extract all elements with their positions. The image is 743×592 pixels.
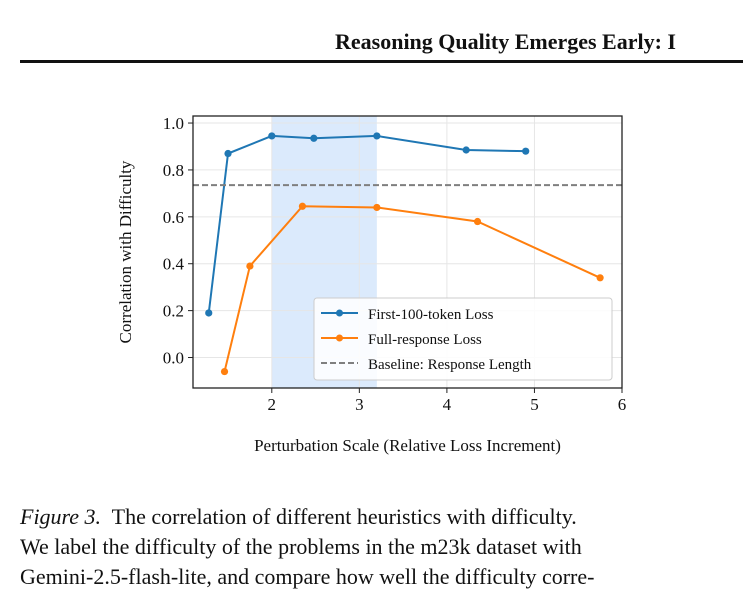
data-point-full-response-loss bbox=[246, 262, 254, 270]
legend-label-full-response-loss: Full-response Loss bbox=[368, 332, 482, 348]
caption-line-1-text: The correlation of different heuristics … bbox=[111, 504, 577, 529]
x-tick-label: 3 bbox=[355, 395, 364, 414]
legend-box bbox=[313, 297, 613, 381]
data-point-first-100-token-loss bbox=[205, 309, 213, 317]
legend-label-baseline-response-length: Baseline: Response Length bbox=[368, 357, 532, 373]
caption-figure-label: Figure 3. bbox=[20, 504, 102, 529]
legend-marker-first-100-token-loss bbox=[336, 309, 343, 317]
y-tick-label: 0.2 bbox=[163, 302, 184, 321]
data-point-full-response-loss bbox=[298, 202, 307, 210]
data-point-first-100-token-loss bbox=[268, 132, 276, 140]
legend: First-100-token Loss Full-response Loss … bbox=[313, 297, 613, 381]
y-tick-label: 0.8 bbox=[163, 161, 184, 180]
data-point-full-response-loss bbox=[596, 274, 604, 282]
legend-marker-full-response-loss bbox=[336, 334, 343, 342]
data-point-first-100-token-loss bbox=[224, 149, 232, 158]
x-axis-label: Perturbation Scale (Relative Loss Increm… bbox=[254, 436, 561, 455]
y-tick-label: 0.0 bbox=[163, 349, 184, 368]
x-tick-label: 6 bbox=[618, 395, 627, 414]
running-header-title: Reasoning Quality Emerges Early: I bbox=[335, 29, 676, 54]
data-point-first-100-token-loss bbox=[373, 132, 381, 140]
data-point-first-100-token-loss bbox=[522, 147, 530, 155]
data-point-full-response-loss bbox=[220, 367, 229, 376]
x-tick-label: 2 bbox=[268, 395, 277, 414]
x-tick-label: 5 bbox=[530, 395, 539, 414]
y-tick-label: 0.6 bbox=[163, 208, 184, 227]
legend-entry-full-response-loss: Full-response Loss bbox=[321, 332, 482, 348]
caption-line-2: We label the difficulty of the problems … bbox=[20, 534, 582, 559]
caption-line-3: Gemini-2.5-flash-lite, and compare how w… bbox=[20, 564, 595, 589]
data-point-first-100-token-loss bbox=[310, 134, 318, 142]
figure-caption: Figure 3. The correlation of different h… bbox=[20, 502, 725, 592]
legend-entry-baseline-response-length: Baseline: Response Length bbox=[321, 357, 532, 373]
tick-layer: 2 3 4 5 6 0.0 0.2 0.4 0.6 0.8 1.0 bbox=[163, 114, 627, 414]
series-layer bbox=[193, 132, 622, 376]
y-tick-label: 0.4 bbox=[163, 255, 185, 274]
caption-line-1: Figure 3. The correlation of different h… bbox=[20, 502, 725, 532]
legend-entry-first-100-token-loss: First-100-token Loss bbox=[321, 307, 494, 323]
correlation-chart: 2 3 4 5 6 0.0 0.2 0.4 0.6 0.8 1.0 Perturbation Sca… bbox=[116, 114, 627, 455]
header-rule bbox=[20, 60, 743, 63]
series-line-full-response-loss bbox=[223, 205, 601, 372]
data-point-full-response-loss bbox=[373, 203, 381, 212]
y-tick-label: 1.0 bbox=[163, 114, 184, 133]
plot-frame bbox=[192, 115, 623, 389]
y-axis-label: Correlation with Difficulty bbox=[116, 160, 135, 343]
legend-label-first-100-token-loss: First-100-token Loss bbox=[368, 307, 494, 323]
x-tick-label: 4 bbox=[443, 395, 452, 414]
data-point-first-100-token-loss bbox=[462, 146, 470, 154]
data-point-full-response-loss bbox=[473, 217, 482, 226]
